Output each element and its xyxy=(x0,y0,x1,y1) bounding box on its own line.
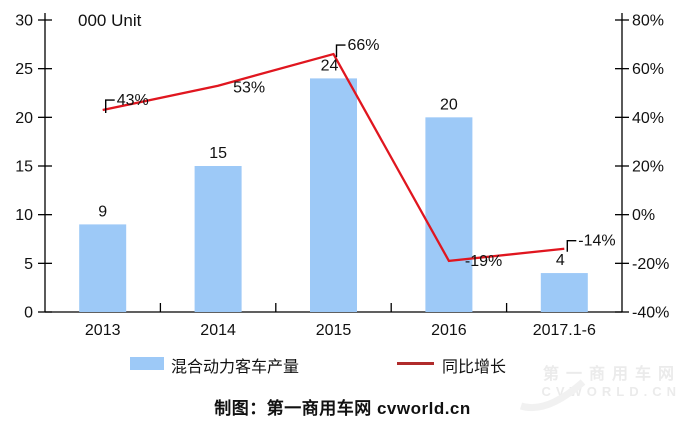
right-axis-tick-label: 0% xyxy=(632,207,655,224)
callout-leader-line xyxy=(566,240,577,252)
legend-line-label: 同比增长 xyxy=(442,359,507,376)
left-axis-tick-label: 20 xyxy=(15,110,33,127)
growth-value-label: 43% xyxy=(117,92,149,109)
left-axis-tick-label: 10 xyxy=(15,207,33,224)
bar-2013 xyxy=(79,224,127,312)
growth-value-label: 53% xyxy=(233,80,265,97)
left-axis-tick-label: 5 xyxy=(24,256,33,273)
x-axis-category-label: 2015 xyxy=(316,322,352,339)
bar-2017.1-6 xyxy=(540,273,588,312)
growth-value-label: 66% xyxy=(348,37,380,54)
x-axis-category-label: 2016 xyxy=(431,322,467,339)
callout-leader-line xyxy=(104,99,115,114)
legend-line-swatch-icon xyxy=(397,362,434,365)
bar-value-label: 4 xyxy=(556,252,565,269)
legend: 混合动力客车产量 同比增长 xyxy=(0,352,685,376)
growth-line xyxy=(102,52,565,263)
bar-value-label: 20 xyxy=(440,96,458,113)
right-axis-tick-label: -40% xyxy=(632,305,669,322)
left-axis-tick-label: 15 xyxy=(15,159,33,176)
right-axis-tick-label: -20% xyxy=(632,256,669,273)
unit-label: 000 Unit xyxy=(78,11,142,30)
right-axis-tick-label: 40% xyxy=(632,110,664,127)
x-axis-category-label: 2014 xyxy=(200,322,236,339)
right-axis-tick-label: 80% xyxy=(632,13,664,30)
legend-bar-label: 混合动力客车产量 xyxy=(171,359,300,376)
right-axis-tick-label: 20% xyxy=(632,159,664,176)
bar-2014 xyxy=(194,166,242,312)
left-axis-tick-label: 0 xyxy=(24,305,33,322)
left-axis-tick-label: 30 xyxy=(15,13,33,30)
x-axis-category-label: 2017.1-6 xyxy=(533,322,596,339)
bar-2015 xyxy=(310,78,357,313)
growth-value-label: -19% xyxy=(465,253,502,270)
right-axis-tick-label: 60% xyxy=(632,61,664,78)
production-growth-chart: 0 5 10 15 20 25 30 -40% -20% 0% 20% 40% 60% 80% 2013 20… xyxy=(15,11,669,339)
left-axis-tick-label: 25 xyxy=(15,61,33,78)
x-axis-category-label: 2013 xyxy=(85,322,121,339)
bar-value-label: 15 xyxy=(209,145,227,162)
chart-source-caption: 制图：第一商用车网 cvworld.cn xyxy=(214,399,471,418)
growth-value-label: -14% xyxy=(578,233,615,250)
legend-bar-swatch-icon xyxy=(130,357,164,370)
bar-2016 xyxy=(425,117,473,312)
callout-leader-line xyxy=(335,44,346,58)
bar-value-label: 9 xyxy=(98,203,107,220)
bar-value-label: 24 xyxy=(321,57,339,74)
